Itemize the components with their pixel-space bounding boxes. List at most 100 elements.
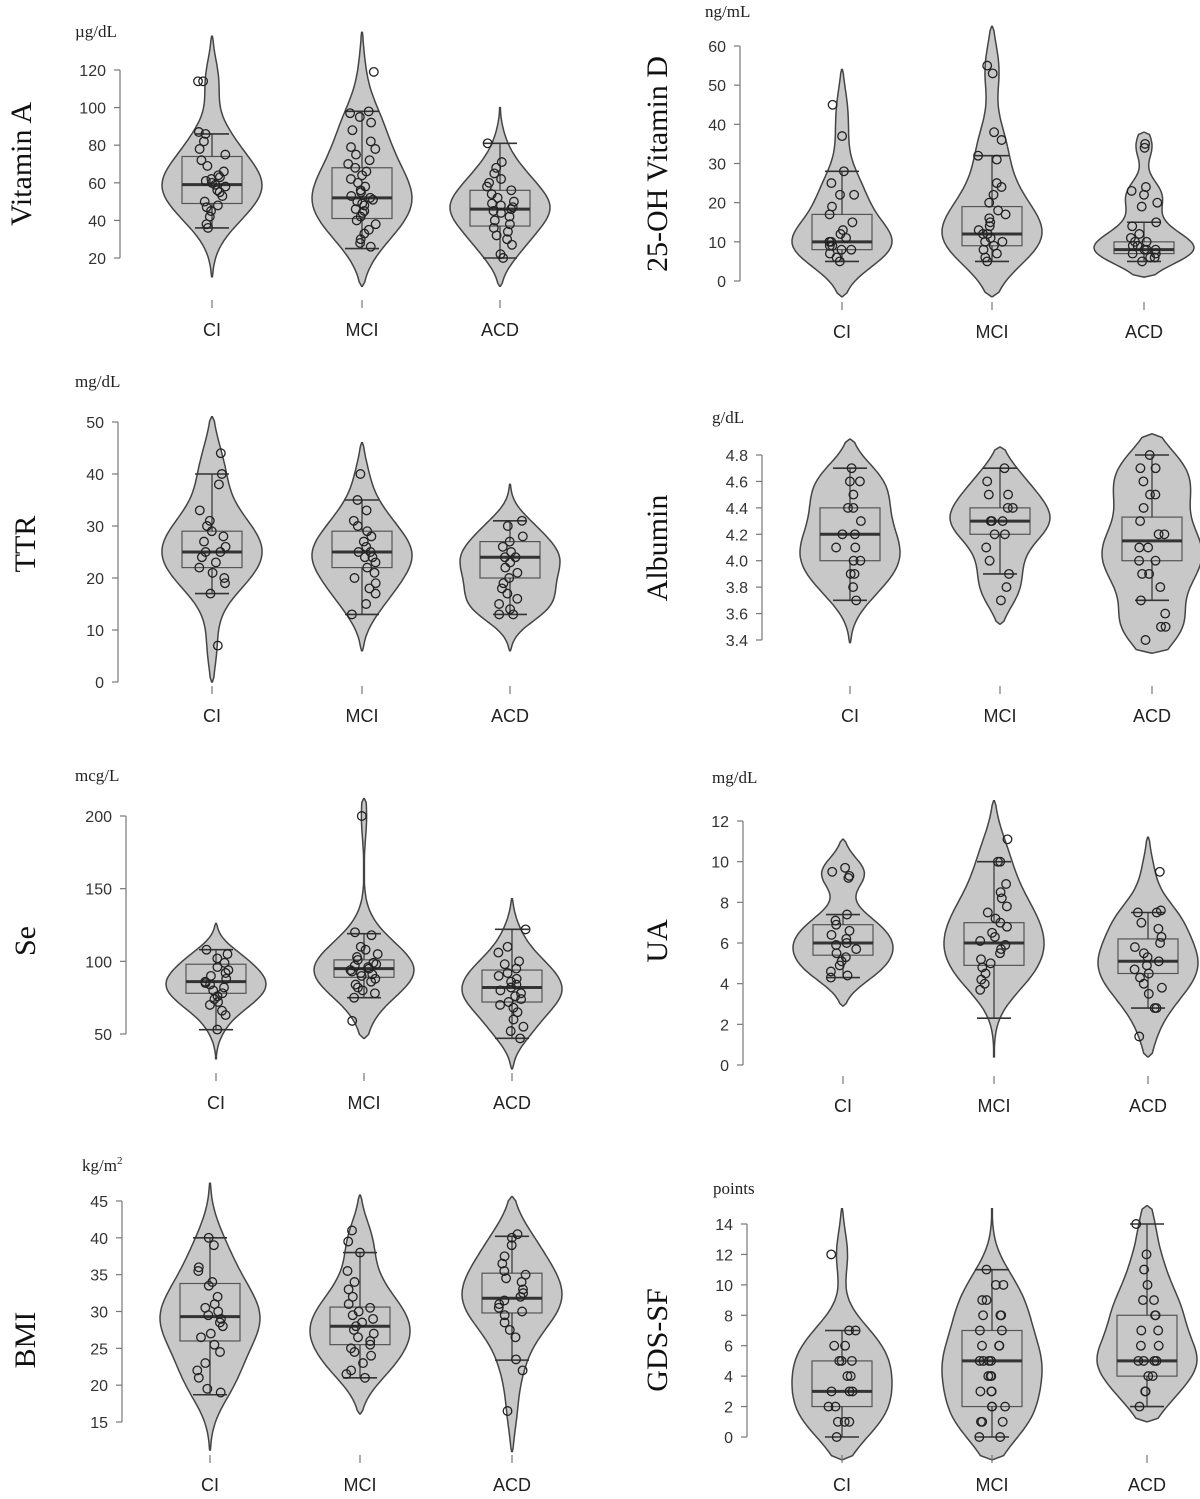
category-label-MCI: MCI xyxy=(346,706,379,726)
data-point xyxy=(1127,221,1138,232)
data-point xyxy=(341,1369,352,1380)
data-point xyxy=(844,925,855,936)
data-point xyxy=(1150,463,1161,474)
data-point xyxy=(1149,1003,1160,1014)
y-tick-label: 80 xyxy=(88,138,106,155)
data-point xyxy=(343,1284,354,1295)
data-point xyxy=(996,182,1007,192)
data-point xyxy=(1136,201,1147,212)
data-point xyxy=(837,529,848,540)
data-point xyxy=(830,915,841,926)
data-point xyxy=(209,1339,220,1350)
data-point xyxy=(838,166,849,177)
data-point xyxy=(1150,489,1161,500)
data-point xyxy=(370,144,381,154)
data-point xyxy=(346,609,357,620)
category-label-CI: CI xyxy=(833,322,851,342)
data-point xyxy=(850,542,861,553)
y-tick-label: 4.4 xyxy=(726,501,748,518)
box-CI xyxy=(811,1360,873,1408)
data-point xyxy=(844,1416,855,1427)
data-point xyxy=(845,568,856,579)
data-point xyxy=(842,909,852,920)
y-tick-label: 40 xyxy=(86,467,104,484)
data-point xyxy=(994,1340,1005,1351)
data-point xyxy=(846,244,857,255)
y-tick-label: 20 xyxy=(86,571,104,588)
data-point xyxy=(1153,1340,1164,1351)
data-point xyxy=(1144,568,1155,579)
data-point xyxy=(985,958,996,969)
data-point xyxy=(520,1269,531,1280)
data-point xyxy=(986,1401,997,1412)
y-tick-label: 100 xyxy=(79,101,106,118)
data-point xyxy=(848,502,859,513)
data-point xyxy=(846,463,857,474)
data-point xyxy=(496,157,507,168)
data-point xyxy=(503,997,514,1007)
data-point xyxy=(515,1291,526,1302)
data-point xyxy=(368,1313,379,1324)
data-point xyxy=(351,149,361,160)
data-point xyxy=(832,1416,843,1427)
data-point xyxy=(843,502,853,513)
box-CI xyxy=(185,963,247,994)
panel-3: 3.4 3.6 3.8 4.0 4.2 4.4 4.6 4.8 g/dL Albumin CI MCI… xyxy=(641,408,1200,726)
data-point xyxy=(356,811,367,821)
data-point xyxy=(363,963,374,974)
unit-label: points xyxy=(713,1179,755,1198)
data-point xyxy=(220,181,231,192)
data-point xyxy=(222,949,233,960)
data-point xyxy=(516,988,526,999)
data-point xyxy=(356,187,366,198)
y-tick-label: 10 xyxy=(711,855,729,872)
data-point xyxy=(200,175,211,186)
data-point xyxy=(202,160,213,171)
data-point xyxy=(361,505,372,516)
category-label-CI: CI xyxy=(841,706,859,726)
y-tick-label: 40 xyxy=(88,213,106,230)
data-point xyxy=(505,1026,516,1037)
data-point xyxy=(365,241,376,252)
data-point xyxy=(995,856,1006,867)
box-ACD xyxy=(1117,938,1179,975)
data-point xyxy=(342,1266,353,1276)
data-point xyxy=(978,1310,989,1321)
y-tick-label: 8 xyxy=(720,895,729,912)
y-tick-label: 4.0 xyxy=(726,554,748,571)
data-point xyxy=(493,947,504,958)
data-point xyxy=(516,994,527,1005)
data-point xyxy=(347,1291,358,1302)
y-tick-label: 2 xyxy=(720,1017,729,1034)
data-point xyxy=(1134,542,1145,553)
data-point xyxy=(996,893,1007,904)
data-point xyxy=(1007,502,1018,513)
data-point xyxy=(1141,244,1152,255)
data-point xyxy=(826,929,837,940)
y-tick-label: 50 xyxy=(86,415,104,432)
data-point xyxy=(1150,1310,1161,1321)
unit-label: g/dL xyxy=(712,408,744,427)
data-point xyxy=(1134,1401,1145,1412)
data-point xyxy=(1150,555,1161,566)
y-tick-label: 200 xyxy=(85,809,112,826)
data-point xyxy=(504,211,515,222)
data-point xyxy=(497,541,508,552)
data-point xyxy=(995,948,1005,959)
data-point xyxy=(1154,866,1165,877)
data-point xyxy=(365,547,376,557)
y-tick-label: 15 xyxy=(90,1415,108,1432)
y-tick-label: 10 xyxy=(86,623,104,640)
data-point xyxy=(496,207,506,218)
data-point xyxy=(988,189,999,200)
data-point xyxy=(507,239,517,250)
data-point xyxy=(500,562,511,573)
data-point xyxy=(510,1332,521,1343)
data-point xyxy=(1126,185,1137,196)
y-tick-label: 50 xyxy=(708,78,726,95)
data-point xyxy=(497,1258,508,1269)
data-point xyxy=(347,125,358,136)
data-point xyxy=(220,578,230,589)
data-point xyxy=(354,112,365,122)
data-point xyxy=(495,999,506,1010)
